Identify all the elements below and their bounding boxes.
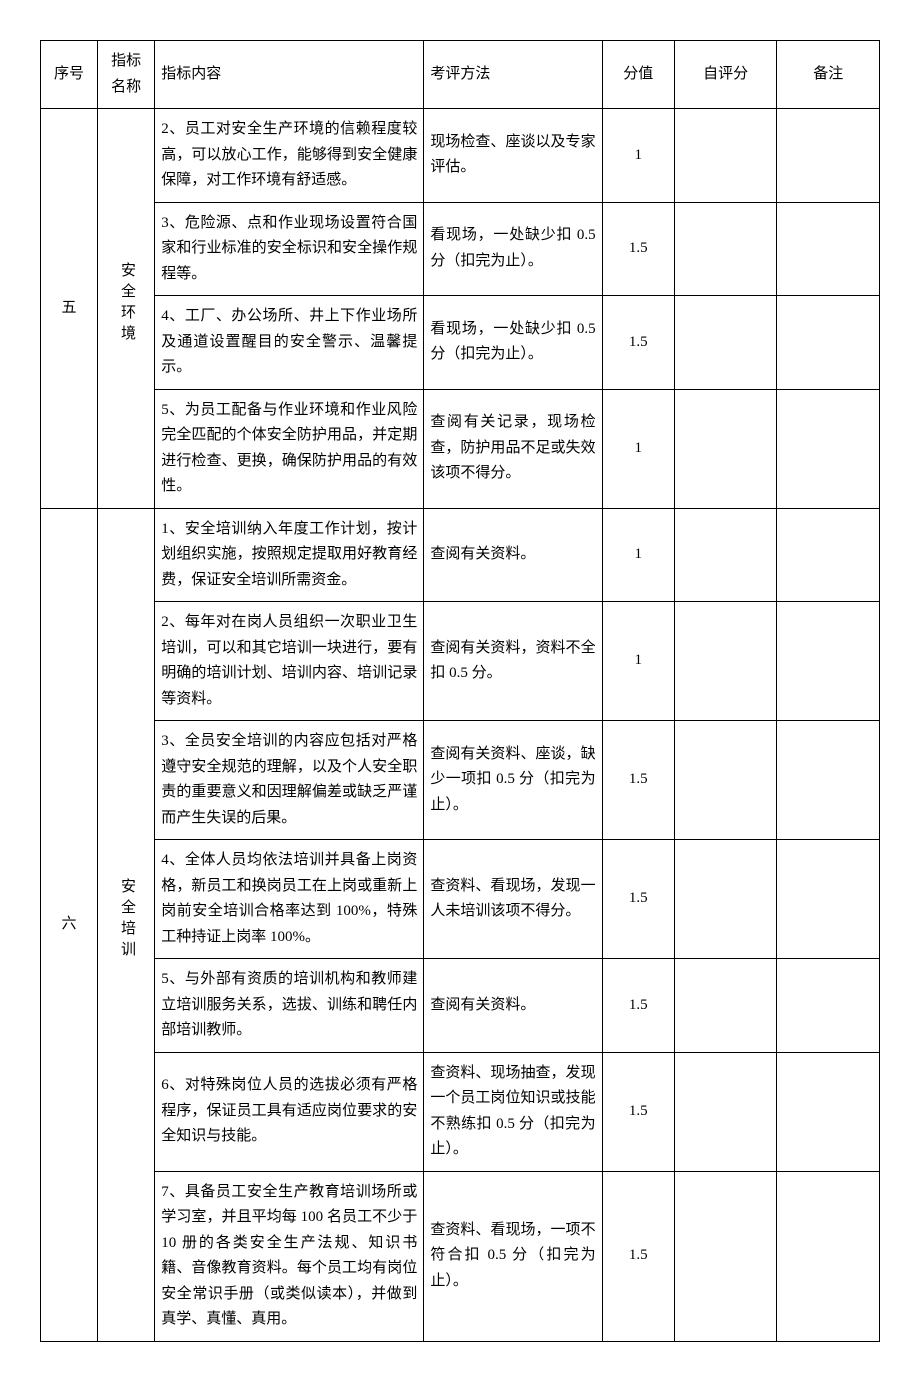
cell-note bbox=[777, 721, 880, 840]
cell-self-score bbox=[674, 602, 777, 721]
cell-content: 4、全体人员均依法培训并具备上岗资格，新员工和换岗员工在上岗或重新上岗前安全培训… bbox=[155, 840, 424, 959]
cell-note bbox=[777, 840, 880, 959]
cell-self-score bbox=[674, 959, 777, 1053]
section-name: 安全培训 bbox=[98, 508, 155, 1341]
table-row: 六安全培训1、安全培训纳入年度工作计划，按计划组织实施，按照规定提取用好教育经费… bbox=[41, 508, 880, 602]
cell-method: 查阅有关记录，现场检查，防护用品不足或失效该项不得分。 bbox=[424, 389, 602, 508]
cell-score: 1 bbox=[602, 389, 674, 508]
cell-content: 3、全员安全培训的内容应包括对严格遵守安全规范的理解，以及个人安全职责的重要意义… bbox=[155, 721, 424, 840]
cell-note bbox=[777, 296, 880, 390]
table-row: 5、与外部有资质的培训机构和教师建立培训服务关系，选拔、训练和聘任内部培训教师。… bbox=[41, 959, 880, 1053]
cell-note bbox=[777, 1171, 880, 1341]
table-row: 6、对特殊岗位人员的选拔必须有严格程序，保证员工具有适应岗位要求的安全知识与技能… bbox=[41, 1052, 880, 1171]
cell-content: 1、安全培训纳入年度工作计划，按计划组织实施，按照规定提取用好教育经费，保证安全… bbox=[155, 508, 424, 602]
table-row: 五安全环境2、员工对安全生产环境的信赖程度较高，可以放心工作，能够得到安全健康保… bbox=[41, 109, 880, 203]
cell-method: 查阅有关资料。 bbox=[424, 959, 602, 1053]
cell-score: 1.5 bbox=[602, 1171, 674, 1341]
header-note: 备注 bbox=[777, 41, 880, 109]
cell-self-score bbox=[674, 389, 777, 508]
table-row: 5、为员工配备与作业环境和作业风险完全匹配的个体安全防护用品，并定期进行检查、更… bbox=[41, 389, 880, 508]
section-name: 安全环境 bbox=[98, 109, 155, 509]
cell-note bbox=[777, 602, 880, 721]
cell-self-score bbox=[674, 508, 777, 602]
cell-self-score bbox=[674, 721, 777, 840]
cell-content: 4、工厂、办公场所、井上下作业场所及通道设置醒目的安全警示、温馨提示。 bbox=[155, 296, 424, 390]
cell-self-score bbox=[674, 296, 777, 390]
cell-note bbox=[777, 508, 880, 602]
cell-score: 1 bbox=[602, 602, 674, 721]
cell-score: 1.5 bbox=[602, 296, 674, 390]
cell-score: 1 bbox=[602, 109, 674, 203]
cell-content: 5、与外部有资质的培训机构和教师建立培训服务关系，选拔、训练和聘任内部培训教师。 bbox=[155, 959, 424, 1053]
table-header-row: 序号 指标名称 指标内容 考评方法 分值 自评分 备注 bbox=[41, 41, 880, 109]
cell-content: 3、危险源、点和作业现场设置符合国家和行业标准的安全标识和安全操作规程等。 bbox=[155, 202, 424, 296]
cell-note bbox=[777, 959, 880, 1053]
cell-score: 1 bbox=[602, 508, 674, 602]
table-row: 7、具备员工安全生产教育培训场所或学习室，并且平均每 100 名员工不少于 10… bbox=[41, 1171, 880, 1341]
header-score: 分值 bbox=[602, 41, 674, 109]
cell-method: 现场检查、座谈以及专家评估。 bbox=[424, 109, 602, 203]
cell-method: 查阅有关资料。 bbox=[424, 508, 602, 602]
cell-self-score bbox=[674, 1171, 777, 1341]
table-row: 3、危险源、点和作业现场设置符合国家和行业标准的安全标识和安全操作规程等。看现场… bbox=[41, 202, 880, 296]
section-seq: 五 bbox=[41, 109, 98, 509]
section-name-text: 安全培训 bbox=[113, 878, 139, 962]
header-self: 自评分 bbox=[674, 41, 777, 109]
cell-note bbox=[777, 1052, 880, 1171]
cell-score: 1.5 bbox=[602, 721, 674, 840]
cell-method: 查阅有关资料，资料不全扣 0.5 分。 bbox=[424, 602, 602, 721]
cell-method: 查资料、现场抽查，发现一个员工岗位知识或技能不熟练扣 0.5 分（扣完为止）。 bbox=[424, 1052, 602, 1171]
cell-content: 7、具备员工安全生产教育培训场所或学习室，并且平均每 100 名员工不少于 10… bbox=[155, 1171, 424, 1341]
cell-content: 5、为员工配备与作业环境和作业风险完全匹配的个体安全防护用品，并定期进行检查、更… bbox=[155, 389, 424, 508]
table-row: 2、每年对在岗人员组织一次职业卫生培训，可以和其它培训一块进行，要有明确的培训计… bbox=[41, 602, 880, 721]
cell-content: 2、每年对在岗人员组织一次职业卫生培训，可以和其它培训一块进行，要有明确的培训计… bbox=[155, 602, 424, 721]
table-row: 4、工厂、办公场所、井上下作业场所及通道设置醒目的安全警示、温馨提示。看现场，一… bbox=[41, 296, 880, 390]
cell-score: 1.5 bbox=[602, 202, 674, 296]
cell-score: 1.5 bbox=[602, 1052, 674, 1171]
cell-score: 1.5 bbox=[602, 840, 674, 959]
header-method: 考评方法 bbox=[424, 41, 602, 109]
cell-note bbox=[777, 109, 880, 203]
cell-method: 看现场，一处缺少扣 0.5 分（扣完为止）。 bbox=[424, 296, 602, 390]
cell-self-score bbox=[674, 109, 777, 203]
cell-note bbox=[777, 202, 880, 296]
table-row: 3、全员安全培训的内容应包括对严格遵守安全规范的理解，以及个人安全职责的重要意义… bbox=[41, 721, 880, 840]
header-name: 指标名称 bbox=[98, 41, 155, 109]
cell-note bbox=[777, 389, 880, 508]
cell-score: 1.5 bbox=[602, 959, 674, 1053]
header-seq: 序号 bbox=[41, 41, 98, 109]
section-name-text: 安全环境 bbox=[113, 262, 139, 346]
cell-method: 查资料、看现场，一项不符合扣 0.5 分（扣完为止）。 bbox=[424, 1171, 602, 1341]
table-body: 五安全环境 2、员工对安全生产环境的信赖程度较高，可以放心工作，能够得到安全健康保… bbox=[41, 109, 880, 1342]
cell-method: 查阅有关资料、座谈，缺少一项扣 0.5 分（扣完为止）。 bbox=[424, 721, 602, 840]
cell-content: 6、对特殊岗位人员的选拔必须有严格程序，保证员工具有适应岗位要求的安全知识与技能… bbox=[155, 1052, 424, 1171]
table-row: 4、全体人员均依法培训并具备上岗资格，新员工和换岗员工在上岗或重新上岗前安全培训… bbox=[41, 840, 880, 959]
evaluation-table: 序号 指标名称 指标内容 考评方法 分值 自评分 备注 五安全环境 2、员工对安全… bbox=[40, 40, 880, 1342]
section-seq: 六 bbox=[41, 508, 98, 1341]
cell-self-score bbox=[674, 840, 777, 959]
cell-self-score bbox=[674, 1052, 777, 1171]
cell-self-score bbox=[674, 202, 777, 296]
cell-method: 查资料、看现场，发现一人未培训该项不得分。 bbox=[424, 840, 602, 959]
header-content: 指标内容 bbox=[155, 41, 424, 109]
cell-content: 2、员工对安全生产环境的信赖程度较高，可以放心工作，能够得到安全健康保障，对工作… bbox=[155, 109, 424, 203]
cell-method: 看现场，一处缺少扣 0.5 分（扣完为止）。 bbox=[424, 202, 602, 296]
